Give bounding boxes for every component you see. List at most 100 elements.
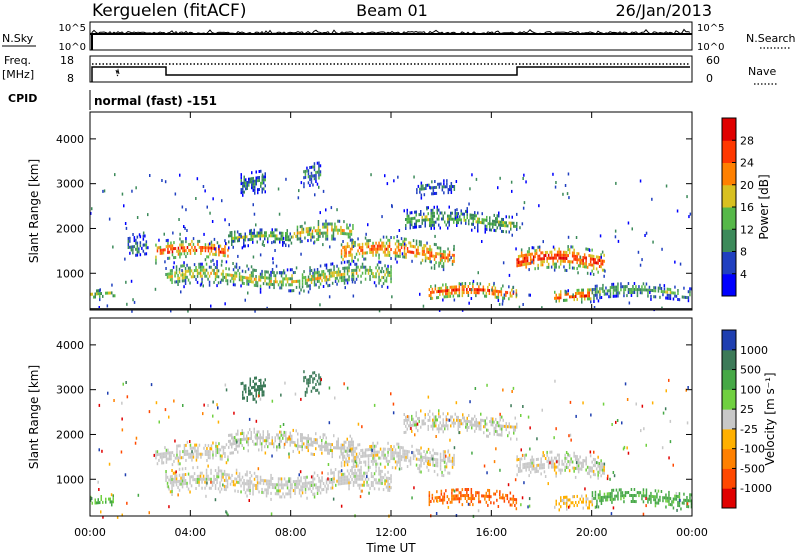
power-cell [261,181,263,185]
velocity-cell [472,503,474,507]
power-cell [564,268,566,272]
velocity-heatmap [90,370,693,519]
velocity-cell [496,498,498,502]
velocity-cell [598,462,601,465]
velocity-cell [227,513,229,517]
power-cell [202,284,204,288]
power-cell [567,260,569,264]
velocity-cell [431,493,434,497]
power-cell [419,187,421,191]
velocity-cell [320,378,322,382]
power-cell [671,291,673,295]
velocity-cell [232,442,234,446]
power-cell [534,249,536,253]
velocity-cell [198,477,200,481]
velocity-cell [601,462,604,466]
velocity-cell [265,494,268,498]
power-cell [252,182,254,186]
power-cell [236,230,239,234]
velocity-cell [421,455,424,459]
velocity-cell [645,443,647,447]
velocity-cell [313,492,316,496]
velocity-cell [319,379,322,383]
power-cell [388,271,391,274]
power-cell [196,177,199,181]
velocity-cell [352,480,355,484]
power-cell [475,220,477,224]
velocity-cell [309,378,311,381]
velocity-cell [565,463,568,466]
power-cell [583,262,586,266]
velocity-cell [683,492,685,496]
power-cell [611,285,613,289]
velocity-cell [262,436,264,440]
velocity-cell [301,448,303,452]
velocity-cell [312,480,314,484]
power-cell [624,285,627,289]
power-cell [221,247,223,251]
power-cell [505,215,507,219]
power-cell [315,277,317,281]
power-cell [446,182,448,186]
velocity-cell [135,436,138,440]
power-cell [449,185,451,189]
velocity-cell [247,488,250,492]
velocity-cell [173,453,175,457]
velocity-cell [566,504,568,508]
power-cell [369,274,371,278]
power-cell [246,184,248,187]
power-cell [251,180,253,184]
power-cell [282,234,284,238]
power-cell [571,260,574,264]
velocity-cell [406,418,408,422]
power-cell [573,251,575,255]
velocity-cell [331,477,334,481]
power-cell [274,237,276,241]
power-cell [666,296,669,300]
power-cell [261,175,263,179]
velocity-cell [612,506,615,510]
power-cell [501,220,503,224]
velocity-cell [369,486,371,490]
power-cell [340,273,343,277]
velocity-cell [420,458,422,462]
velocity-cell [531,458,533,462]
velocity-cell [194,443,196,447]
power-cell [310,165,313,169]
power-cell [376,247,379,251]
velocity-cell [255,475,257,478]
velocity-cell [188,455,190,459]
velocity-cell [231,442,233,446]
power-cell [325,219,327,223]
velocity-cell [589,454,592,458]
velocity-cell [355,455,358,459]
power-cell [217,269,220,273]
velocity-cell [165,457,168,461]
velocity-cell [235,480,238,484]
power-cell [454,216,457,220]
velocity-cell [611,497,613,501]
power-cell [317,220,320,223]
velocity-cell [301,442,303,446]
velocity-cell [277,489,280,493]
power-cell [484,218,486,222]
velocity-cell [292,440,294,444]
velocity-cell [165,448,168,452]
power-cell [259,234,261,238]
velocity-cell [228,445,230,449]
velocity-cell [238,472,241,476]
power-cell [189,242,192,246]
velocity-cell [225,443,228,447]
power-cell [245,187,247,191]
velocity-cell [438,424,440,428]
power-cell [584,297,586,301]
power-cell [445,283,447,287]
power-cell [286,280,289,284]
velocity-cell [633,494,636,497]
power-cell [367,245,370,249]
power-cell [451,253,454,257]
power-cell [390,274,392,278]
velocity-cell [379,469,382,473]
velocity-cell [420,425,422,429]
velocity-cell [319,376,322,380]
